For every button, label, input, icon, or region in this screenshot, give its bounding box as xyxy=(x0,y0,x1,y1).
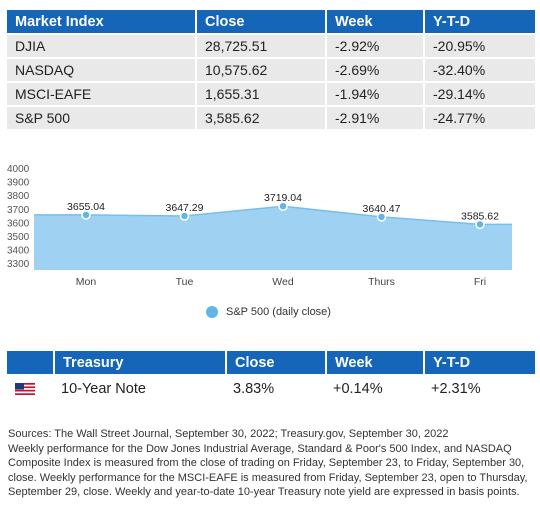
close-value: 3.83% xyxy=(225,376,325,402)
sp500-area-chart: 4000 3900 3800 3700 3600 3500 3400 3300 3655.04 3… xyxy=(7,164,512,288)
ytd-change: -29.14% xyxy=(423,83,535,105)
header-week: Week xyxy=(325,10,423,33)
footnotes: Sources: The Wall Street Journal, Septem… xyxy=(8,427,534,500)
us-flag-icon xyxy=(15,383,35,396)
data-point xyxy=(278,201,288,211)
data-label: 3655.04 xyxy=(67,201,105,213)
close-value: 10,575.62 xyxy=(195,59,325,81)
ytd-change: -20.95% xyxy=(423,35,535,57)
x-tick-label: Tue xyxy=(176,276,194,288)
table-row: NASDAQ 10,575.62 -2.69% -32.40% xyxy=(7,59,535,81)
data-point xyxy=(376,212,387,222)
data-label: 3647.29 xyxy=(166,202,204,214)
data-point xyxy=(81,210,91,220)
table-row: S&P 500 3,585.62 -2.91% -24.77% xyxy=(7,107,535,129)
index-name: S&P 500 xyxy=(7,107,195,129)
week-change: -1.94% xyxy=(325,83,423,105)
legend-swatch xyxy=(206,306,218,318)
data-label: 3585.62 xyxy=(461,210,499,222)
header-market-index: Market Index xyxy=(7,10,195,33)
close-value: 1,655.31 xyxy=(195,83,325,105)
table-row: DJIA 28,725.51 -2.92% -20.95% xyxy=(7,35,535,57)
treasury-table: Treasury Close Week Y-T-D 10-Year Note 3… xyxy=(7,349,535,404)
market-index-table: Market Index Close Week Y-T-D DJIA 28,72… xyxy=(7,8,535,131)
header-ytd: Y-T-D xyxy=(423,10,535,33)
table-row: MSCI-EAFE 1,655.31 -1.94% -29.14% xyxy=(7,83,535,105)
week-change: +0.14% xyxy=(325,376,423,402)
header-ytd: Y-T-D xyxy=(423,351,535,374)
y-tick-label: 3600 xyxy=(7,218,30,229)
header-week: Week xyxy=(325,351,423,374)
series-area xyxy=(34,206,512,270)
y-tick-label: 3300 xyxy=(7,259,30,270)
header-blank xyxy=(7,351,53,374)
legend-label: S&P 500 (daily close) xyxy=(226,306,331,318)
index-name: MSCI-EAFE xyxy=(7,83,195,105)
week-change: -2.91% xyxy=(325,107,423,129)
ytd-change: +2.31% xyxy=(423,376,535,402)
week-change: -2.92% xyxy=(325,35,423,57)
table-row: 10-Year Note 3.83% +0.14% +2.31% xyxy=(7,376,535,402)
data-label: 3719.04 xyxy=(264,192,302,204)
y-tick-label: 3900 xyxy=(7,178,30,189)
x-tick-label: Fri xyxy=(474,276,486,288)
close-value: 3,585.62 xyxy=(195,107,325,129)
y-tick-label: 3700 xyxy=(7,205,30,216)
week-change: -2.69% xyxy=(325,59,423,81)
y-tick-label: 4000 xyxy=(7,164,30,175)
x-tick-label: Mon xyxy=(76,276,97,288)
ytd-change: -32.40% xyxy=(423,59,535,81)
x-tick-label: Wed xyxy=(272,276,294,288)
security-name: 10-Year Note xyxy=(53,376,225,402)
sources-note: Sources: The Wall Street Journal, Septem… xyxy=(8,428,449,440)
treasury-table-header: Treasury Close Week Y-T-D xyxy=(7,351,535,374)
methodology-note: Weekly performance for the Dow Jones Ind… xyxy=(8,442,528,499)
y-tick-label: 3500 xyxy=(7,232,30,243)
close-value: 28,725.51 xyxy=(195,35,325,57)
index-name: NASDAQ xyxy=(7,59,195,81)
data-label: 3640.47 xyxy=(363,203,401,215)
x-tick-label: Thurs xyxy=(368,276,395,288)
header-close: Close xyxy=(195,10,325,33)
y-tick-label: 3400 xyxy=(7,246,30,257)
header-close: Close xyxy=(225,351,325,374)
y-tick-label: 3800 xyxy=(7,191,30,202)
ytd-change: -24.77% xyxy=(423,107,535,129)
header-treasury: Treasury xyxy=(53,351,225,374)
market-table-header: Market Index Close Week Y-T-D xyxy=(7,10,535,33)
data-point xyxy=(475,219,485,230)
data-point xyxy=(179,211,190,221)
index-name: DJIA xyxy=(7,35,195,57)
chart-legend: S&P 500 (daily close) xyxy=(206,306,331,318)
flag-cell xyxy=(7,376,53,402)
